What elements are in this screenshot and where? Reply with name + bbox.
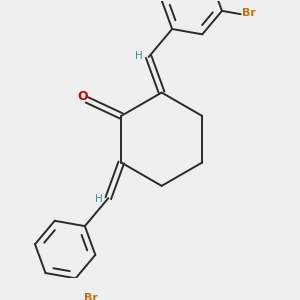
Text: H: H xyxy=(95,194,103,204)
Text: O: O xyxy=(77,91,88,103)
Text: Br: Br xyxy=(242,8,256,18)
Text: Br: Br xyxy=(84,292,98,300)
Text: H: H xyxy=(135,51,143,61)
